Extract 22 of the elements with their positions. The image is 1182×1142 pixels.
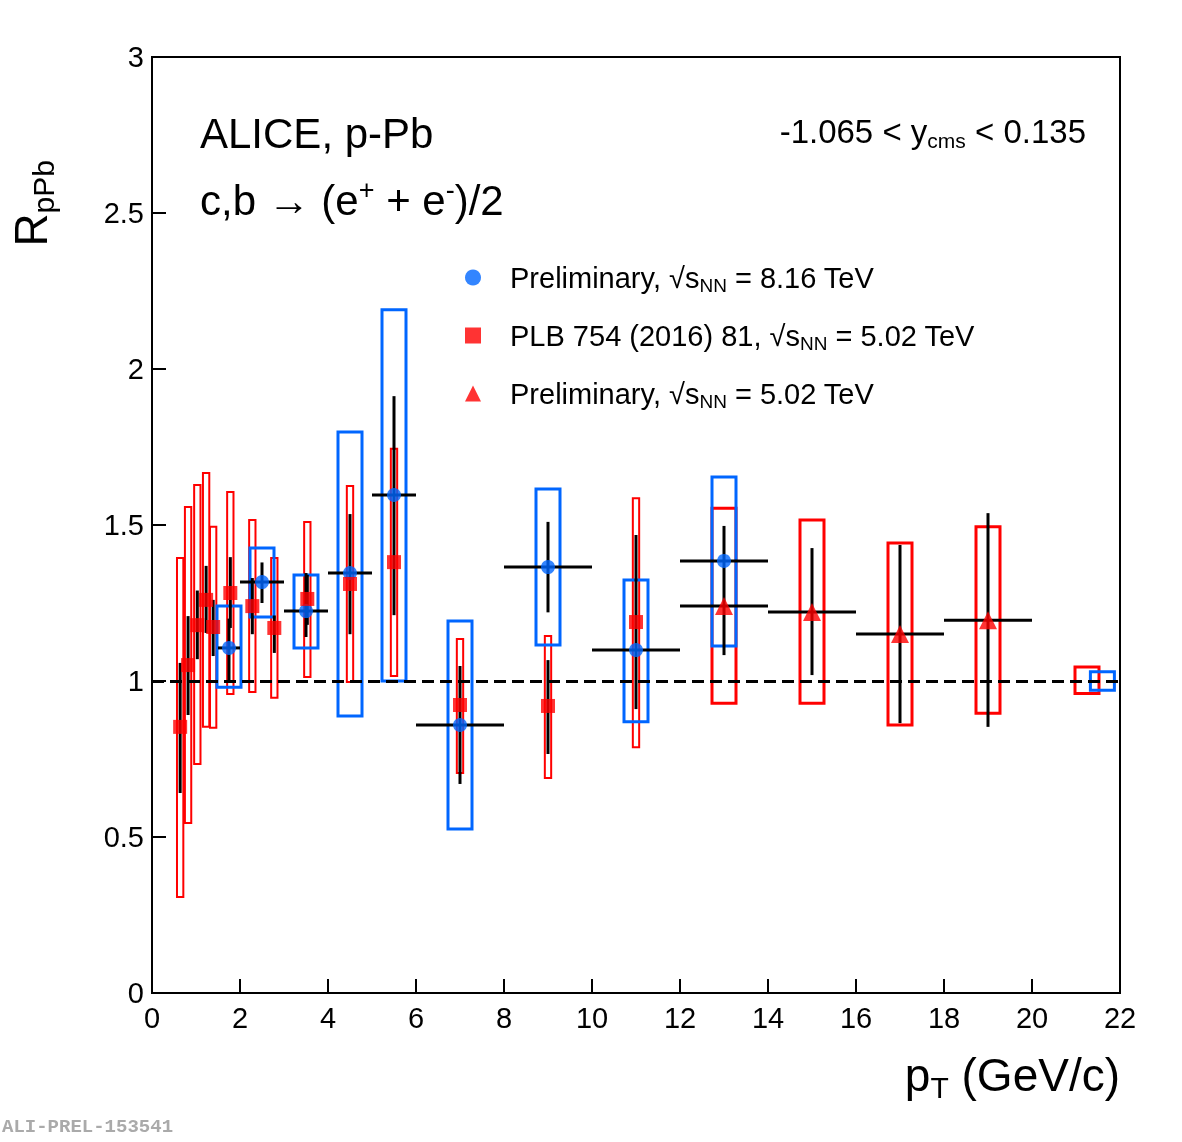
annotation: ALICE, p-Pb — [200, 109, 434, 157]
y-axis-title: RpPb — [5, 159, 60, 247]
x-tick-label: 16 — [839, 1001, 873, 1034]
x-tick-label: 14 — [751, 1001, 785, 1034]
y-tick-label: 0 — [127, 977, 144, 1009]
y-tick-label: 1 — [127, 665, 144, 697]
x-tick-label: 22 — [1103, 1001, 1137, 1034]
x-tick-label: 20 — [1015, 1001, 1049, 1034]
annotation: c,b → (e+ + e-)/2 — [200, 174, 504, 224]
y-tick-label: 3 — [127, 41, 144, 73]
x-tick-label: 12 — [663, 1001, 697, 1034]
text: ALI-PREL-153541 — [2, 1115, 174, 1138]
x-tick-label: 4 — [319, 1001, 337, 1034]
x-tick-label: 8 — [495, 1001, 513, 1034]
y-tick-label: 2.5 — [103, 197, 144, 229]
x-tick-label: 18 — [927, 1001, 961, 1034]
y-tick-label: 1.5 — [103, 509, 144, 541]
x-tick-label: 10 — [575, 1001, 609, 1034]
x-tick-label: 6 — [407, 1001, 425, 1034]
x-tick-label: 2 — [231, 1001, 249, 1034]
y-tick-label: 0.5 — [103, 821, 144, 853]
y-tick-label: 2 — [127, 353, 144, 385]
